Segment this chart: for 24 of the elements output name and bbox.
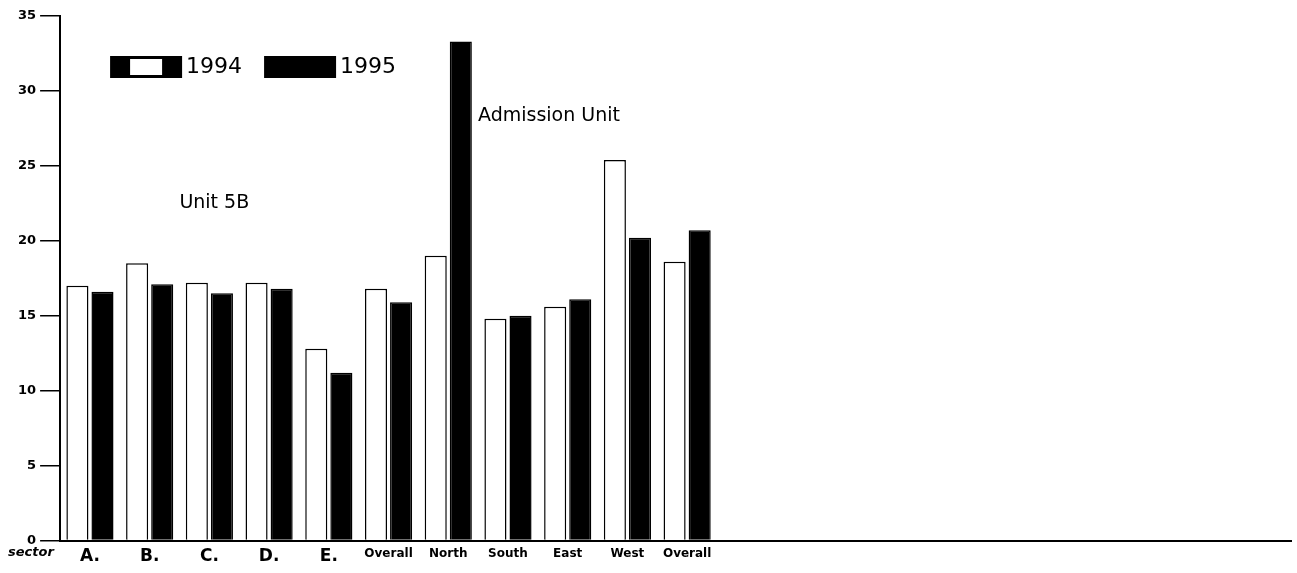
y-tick-label: 15: [18, 307, 37, 323]
y-tick-label: 35: [18, 7, 37, 23]
x-tick-label: A.: [79, 545, 100, 566]
x-axis-title: sector: [8, 544, 56, 560]
x-tick-label: Overall: [364, 545, 413, 560]
y-tick-label: 25: [18, 157, 37, 173]
annotation: Admission Unit: [477, 103, 620, 126]
x-tick-label: B.: [139, 545, 160, 566]
legend-label: 1994: [186, 52, 243, 78]
x-tick-label: C.: [199, 545, 219, 566]
x-tick-label: D.: [258, 545, 280, 566]
x-tick-label: West: [610, 545, 645, 560]
annotation: Unit 5B: [179, 190, 250, 213]
x-tick-label: Overall: [662, 545, 712, 560]
y-tick-label: 20: [18, 232, 37, 248]
x-tick-label: North: [429, 545, 468, 560]
x-tick-label: East: [553, 545, 583, 560]
x-tick-label: South: [488, 545, 528, 560]
y-tick-label: 0: [27, 531, 37, 547]
x-tick-label: E.: [319, 545, 338, 566]
y-tick-label: 30: [18, 82, 37, 98]
legend-label: 1995: [340, 52, 397, 78]
y-tick-label: 5: [27, 457, 37, 473]
y-tick-label: 10: [18, 382, 37, 398]
